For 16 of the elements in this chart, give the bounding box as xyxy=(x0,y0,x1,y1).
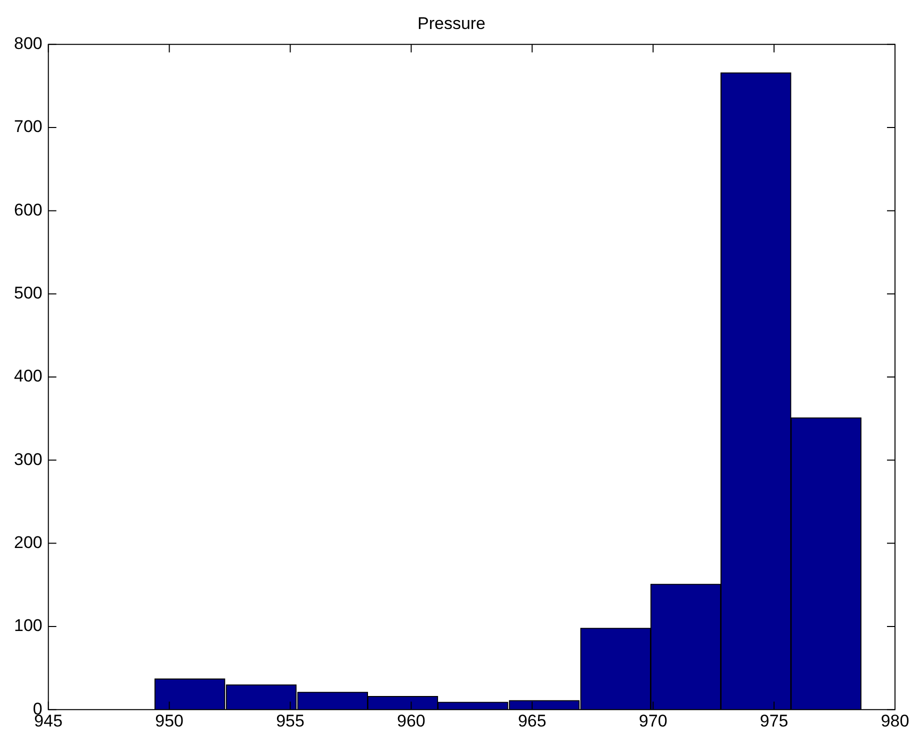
x-tick-label: 960 xyxy=(397,711,426,730)
x-tick-label: 965 xyxy=(518,711,546,730)
y-tick-label: 800 xyxy=(14,34,42,54)
y-tick-label: 400 xyxy=(14,366,42,386)
y-tick-label: 600 xyxy=(14,200,42,220)
y-tick-label: 700 xyxy=(14,117,42,136)
x-tick-label: 955 xyxy=(276,711,304,730)
x-tick-label: 980 xyxy=(880,711,910,730)
chart-title: Pressure xyxy=(417,14,486,33)
y-tick-label: 100 xyxy=(14,616,42,636)
x-tick-label: 970 xyxy=(638,711,668,730)
x-tick-label: 975 xyxy=(760,711,788,730)
y-tick-label: 500 xyxy=(14,284,42,303)
y-tick-label: 200 xyxy=(14,532,42,552)
y-tick-label: 300 xyxy=(14,450,42,469)
x-tick-label: 950 xyxy=(155,711,184,730)
